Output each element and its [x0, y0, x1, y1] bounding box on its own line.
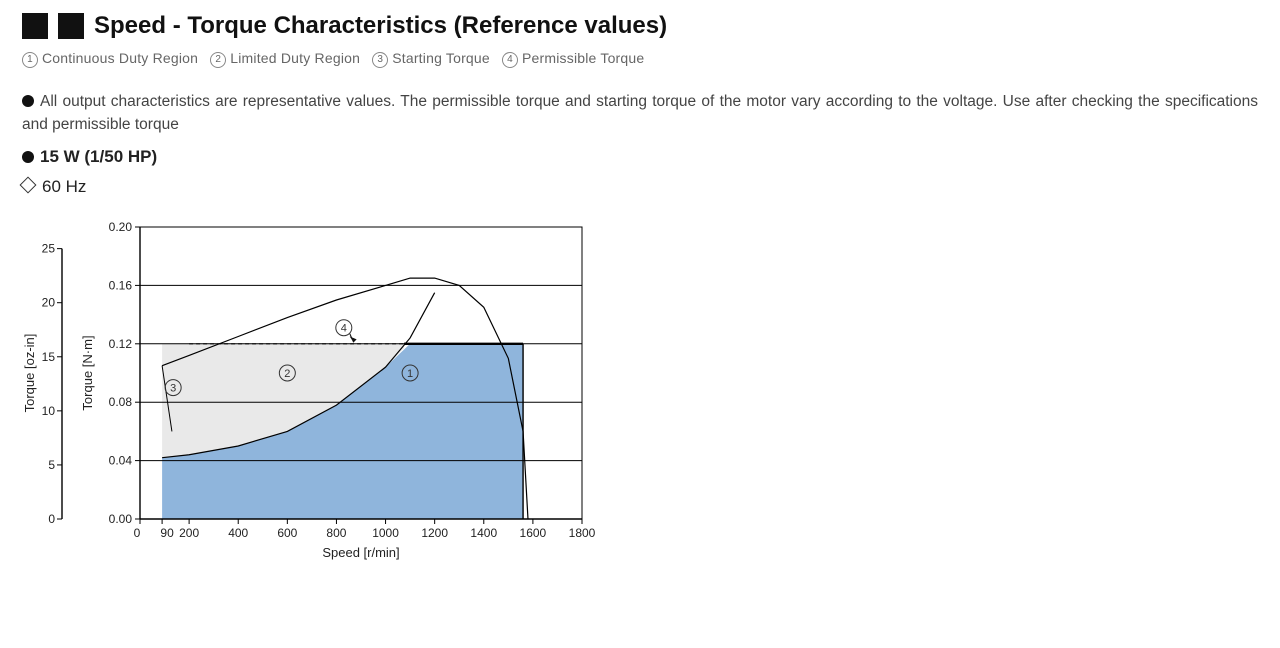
page-title: Speed - Torque Characteristics (Referenc…	[94, 12, 667, 40]
bullet-icon	[22, 151, 34, 163]
chart-svg: 0.000.040.080.120.160.20Torque [N·m]0510…	[22, 209, 602, 569]
legend-row: 1Continuous Duty Region 2Limited Duty Re…	[22, 50, 1258, 68]
svg-text:0.16: 0.16	[109, 278, 133, 292]
header-square-1	[22, 13, 48, 39]
speed-torque-chart: 0.000.040.080.120.160.20Torque [N·m]0510…	[22, 209, 602, 569]
frequency: 60 Hz	[22, 177, 1258, 197]
svg-text:20: 20	[42, 295, 56, 309]
svg-text:0.12: 0.12	[109, 336, 133, 350]
svg-text:2: 2	[284, 368, 290, 380]
power-rating-text: 15 W (1/50 HP)	[40, 147, 157, 166]
svg-text:400: 400	[228, 526, 248, 540]
bullet-icon	[22, 95, 34, 107]
svg-text:0.00: 0.00	[109, 512, 133, 526]
svg-text:1200: 1200	[421, 526, 448, 540]
svg-text:0.08: 0.08	[109, 395, 133, 409]
svg-text:0: 0	[134, 526, 141, 540]
svg-text:Speed [r/min]: Speed [r/min]	[322, 545, 399, 560]
svg-text:3: 3	[170, 382, 176, 394]
svg-text:1800: 1800	[569, 526, 596, 540]
svg-text:Torque [oz-in]: Torque [oz-in]	[22, 333, 37, 412]
legend-label-3: Starting Torque	[392, 50, 494, 66]
svg-text:1: 1	[407, 368, 413, 380]
svg-text:25: 25	[42, 241, 56, 255]
legend-circ-1: 1	[22, 52, 38, 68]
svg-text:Torque [N·m]: Torque [N·m]	[80, 335, 95, 410]
note-text: All output characteristics are represent…	[22, 90, 1258, 137]
svg-text:0.04: 0.04	[109, 453, 133, 467]
svg-text:0: 0	[48, 512, 55, 526]
legend-circ-3: 3	[372, 52, 388, 68]
svg-text:800: 800	[326, 526, 346, 540]
svg-text:15: 15	[42, 349, 56, 363]
svg-text:200: 200	[179, 526, 199, 540]
diamond-icon	[20, 176, 37, 193]
legend-circ-2: 2	[210, 52, 226, 68]
legend-label-4: Permissible Torque	[522, 50, 644, 66]
legend-circ-4: 4	[502, 52, 518, 68]
svg-text:1600: 1600	[520, 526, 547, 540]
svg-text:600: 600	[277, 526, 297, 540]
svg-text:1400: 1400	[470, 526, 497, 540]
section-header: Speed - Torque Characteristics (Referenc…	[22, 12, 1258, 40]
legend-label-2: Limited Duty Region	[230, 50, 364, 66]
frequency-text: 60 Hz	[42, 177, 86, 196]
svg-text:4: 4	[341, 322, 347, 334]
svg-text:10: 10	[42, 403, 56, 417]
svg-text:1000: 1000	[372, 526, 399, 540]
svg-text:0.20: 0.20	[109, 220, 133, 234]
svg-text:90: 90	[160, 526, 174, 540]
header-square-2	[58, 13, 84, 39]
note-body: All output characteristics are represent…	[22, 93, 1258, 133]
power-rating: 15 W (1/50 HP)	[22, 147, 1258, 167]
svg-text:5: 5	[48, 457, 55, 471]
legend-label-1: Continuous Duty Region	[42, 50, 202, 66]
